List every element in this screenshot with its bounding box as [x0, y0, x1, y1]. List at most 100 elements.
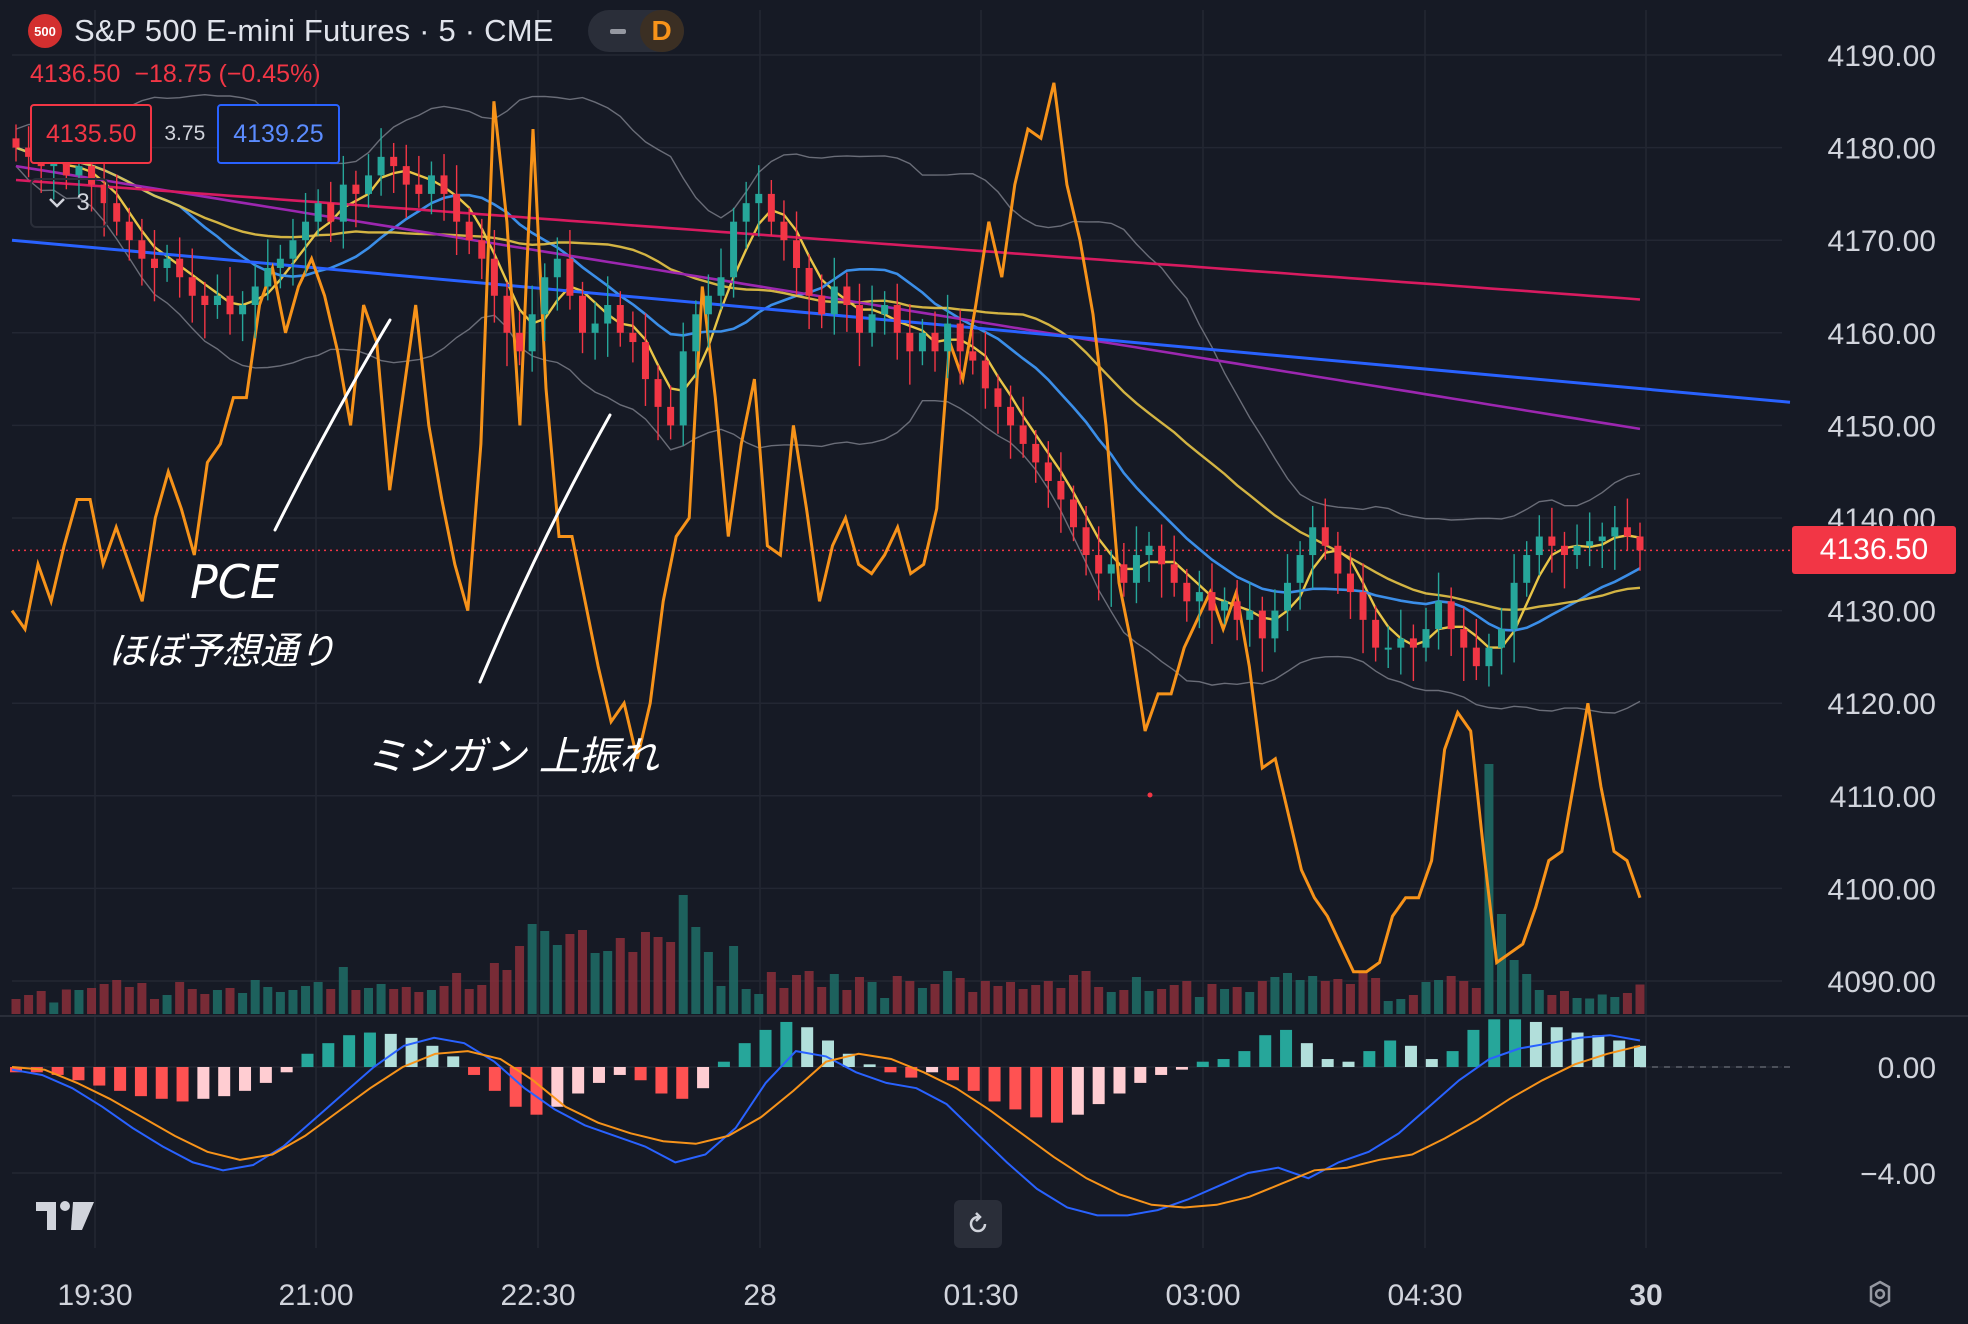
- macd-histogram-bar: [1280, 1029, 1293, 1067]
- volume-bar: [1333, 979, 1343, 1014]
- macd-histogram-bar: [1300, 1043, 1313, 1067]
- macd-y-tick-label: −4.00: [1860, 1158, 1936, 1191]
- macd-histogram-bar: [1321, 1059, 1334, 1067]
- candle-body: [1271, 610, 1279, 639]
- candle-body: [1221, 601, 1229, 611]
- volume-bar: [640, 932, 650, 1014]
- volume-bar: [1408, 995, 1418, 1014]
- buy-button[interactable]: 4139.25: [217, 104, 340, 164]
- volume-bar: [1534, 990, 1544, 1014]
- macd-histogram-bar: [363, 1032, 376, 1067]
- candle-body: [163, 258, 171, 268]
- volume-bar: [87, 988, 97, 1014]
- volume-bar: [414, 992, 424, 1014]
- volume-bar: [729, 946, 739, 1014]
- indicators-toggle[interactable]: 3: [30, 178, 108, 228]
- volume-bar: [817, 987, 827, 1014]
- candle-body: [1069, 499, 1077, 528]
- volume-bar: [905, 981, 915, 1014]
- candle-body: [478, 240, 486, 259]
- volume-bar: [1270, 977, 1280, 1014]
- candle-body: [62, 161, 70, 176]
- macd-histogram-bar: [1384, 1040, 1397, 1067]
- volume-bar: [678, 895, 688, 1014]
- macd-histogram-bar: [1051, 1067, 1064, 1123]
- candle-body: [629, 332, 637, 343]
- y-tick-label: 4160.00: [1828, 318, 1936, 351]
- macd-histogram-bar: [1113, 1067, 1126, 1094]
- macd-histogram-bar: [155, 1067, 168, 1099]
- candle-body: [390, 156, 398, 167]
- candle-body: [364, 175, 372, 194]
- volume-bar: [1081, 971, 1091, 1014]
- session-toggle[interactable]: D: [587, 10, 684, 52]
- volume-bar: [829, 974, 839, 1014]
- macd-histogram-bar: [239, 1067, 252, 1091]
- candle-body: [402, 166, 410, 185]
- orange-indicator: [10, 82, 1642, 974]
- volume-bar: [1194, 997, 1204, 1014]
- candle-body: [125, 221, 133, 241]
- candle-body: [176, 258, 184, 278]
- y-tick-label: 4180.00: [1828, 133, 1936, 166]
- macd-histogram-bar: [1425, 1059, 1438, 1067]
- volume-bar: [1622, 993, 1632, 1014]
- macd-histogram-bar: [1446, 1051, 1459, 1067]
- orange-line: [10, 82, 1642, 974]
- daily-button[interactable]: D: [639, 10, 684, 52]
- volume-bar: [137, 983, 147, 1014]
- macd-histogram-bar: [114, 1067, 127, 1091]
- reset-chart-button[interactable]: [954, 1200, 1002, 1248]
- volume-bar: [363, 988, 373, 1014]
- candle-body: [1082, 527, 1090, 556]
- volume-bar: [1320, 981, 1330, 1014]
- candle-body: [667, 406, 675, 426]
- volume-bar: [1043, 981, 1053, 1014]
- candle-body: [377, 156, 385, 176]
- candle-body: [994, 388, 1002, 407]
- macd-histogram-bar: [426, 1045, 439, 1067]
- volume-bar: [326, 989, 336, 1014]
- candle-body: [1397, 638, 1405, 648]
- volume-bar: [1056, 988, 1066, 1014]
- volume-bar: [11, 999, 21, 1014]
- chart-settings-button[interactable]: [1862, 1276, 1898, 1312]
- y-tick-label: 4130.00: [1828, 596, 1936, 629]
- candle-body: [1132, 555, 1140, 583]
- ma-medium-line: [15, 146, 1641, 632]
- candle-body: [264, 267, 272, 287]
- candle-body: [1258, 610, 1266, 639]
- volume-bar: [99, 984, 109, 1014]
- annotation-text-pce: PCE: [190, 555, 279, 609]
- x-tick-label: 28: [743, 1279, 776, 1312]
- volume-bar: [1207, 984, 1217, 1014]
- volume-bar: [24, 995, 34, 1014]
- candle-body: [918, 332, 926, 352]
- volume-bar: [766, 972, 776, 1014]
- macd-histogram-bar: [1134, 1067, 1147, 1083]
- candle-body: [641, 342, 649, 380]
- candle-body: [302, 221, 310, 241]
- volume-bar: [842, 990, 852, 1014]
- volume-bar: [603, 951, 613, 1014]
- candle-body: [541, 277, 549, 315]
- candle-body: [906, 332, 914, 352]
- sell-button[interactable]: 4135.50: [30, 104, 153, 164]
- chart-title[interactable]: S&P 500 E-mini Futures · 5 · CME: [74, 13, 554, 48]
- volume-bar: [930, 984, 940, 1014]
- candle-body: [1573, 545, 1581, 556]
- candle-body: [1598, 536, 1606, 542]
- volume-bar: [1119, 990, 1129, 1014]
- candle-body: [289, 240, 297, 259]
- macd-histogram-bar: [1030, 1067, 1043, 1118]
- candles: [12, 124, 1644, 687]
- candle-body: [251, 286, 259, 306]
- macd-histogram-bar: [801, 1027, 814, 1067]
- candle-body: [1107, 564, 1115, 574]
- macd-histogram-bar: [1613, 1040, 1626, 1067]
- volume-bar: [1396, 999, 1406, 1014]
- candle-body: [75, 166, 83, 176]
- candle-body: [1032, 443, 1040, 463]
- volume-bar: [1283, 973, 1293, 1014]
